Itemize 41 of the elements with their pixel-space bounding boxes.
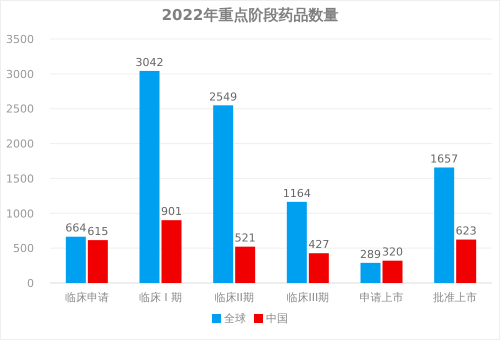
y-tick-label: 500 xyxy=(13,242,34,256)
x-tick-label: 临床III期 xyxy=(286,291,330,304)
data-label: 664 xyxy=(65,222,86,235)
bar xyxy=(213,105,234,283)
bar xyxy=(162,220,182,283)
y-tick-label: 2500 xyxy=(6,102,34,116)
legend-label: 中国 xyxy=(266,312,288,325)
legend-label: 全球 xyxy=(224,312,246,325)
data-label: 2549 xyxy=(209,90,238,104)
bar xyxy=(434,167,454,283)
y-tick-label: 0 xyxy=(27,277,34,290)
data-label: 320 xyxy=(382,246,403,259)
chart-title: 2022年重点阶段药品数量 xyxy=(162,6,338,24)
bar xyxy=(308,253,329,283)
bar xyxy=(235,246,256,283)
bar xyxy=(360,262,380,283)
bar xyxy=(456,240,476,283)
y-tick-label: 1500 xyxy=(6,172,34,186)
data-label: 1164 xyxy=(282,186,311,200)
data-label: 615 xyxy=(87,225,108,238)
data-label: 521 xyxy=(234,232,256,245)
data-label: 3042 xyxy=(136,56,164,69)
data-label: 623 xyxy=(456,224,477,238)
bar xyxy=(88,240,108,283)
x-tick-label: 申请上市 xyxy=(360,291,404,304)
x-tick-label: 批准上市 xyxy=(433,291,478,304)
data-label: 901 xyxy=(161,205,182,218)
y-tick-label: 2000 xyxy=(6,138,34,151)
x-tick-label: 临床申请 xyxy=(64,291,109,304)
bar xyxy=(286,202,307,283)
y-tick-label: 1000 xyxy=(6,207,34,220)
y-tick-label: 3000 xyxy=(6,68,34,81)
data-label: 1657 xyxy=(430,152,458,166)
data-label: 427 xyxy=(308,238,330,252)
bar xyxy=(140,70,160,283)
x-tick-label: 临床 I 期 xyxy=(138,291,182,304)
bar xyxy=(66,236,86,283)
x-tick-label: 临床II期 xyxy=(214,291,254,304)
data-label: 289 xyxy=(360,248,381,261)
y-tick-label: 3500 xyxy=(6,33,34,46)
bar xyxy=(382,260,402,283)
